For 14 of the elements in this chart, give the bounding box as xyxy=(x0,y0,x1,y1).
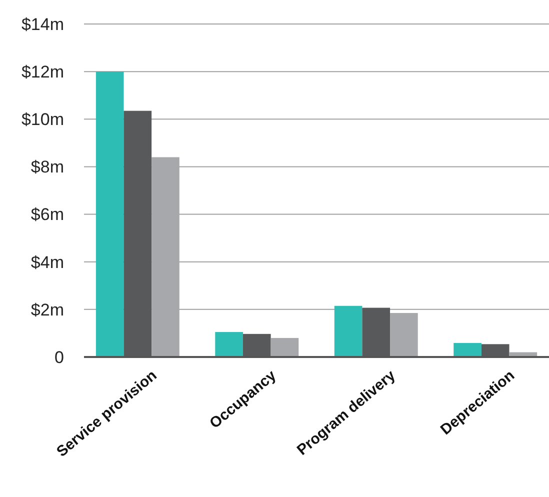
y-tick-label: $10m xyxy=(21,110,64,130)
y-tick-label: 0 xyxy=(54,348,64,367)
bar xyxy=(390,312,418,357)
y-tick-label: $12m xyxy=(21,62,64,82)
bar xyxy=(270,338,299,357)
bar xyxy=(334,306,362,357)
y-tick-label: $2m xyxy=(30,300,64,320)
y-tick-label: $14m xyxy=(21,14,64,34)
bar xyxy=(96,72,124,357)
bar xyxy=(215,332,243,357)
y-tick-label: $8m xyxy=(30,158,64,177)
bar xyxy=(454,342,482,357)
y-tick-label: $4m xyxy=(30,252,64,272)
y-tick-label: $6m xyxy=(30,205,64,224)
